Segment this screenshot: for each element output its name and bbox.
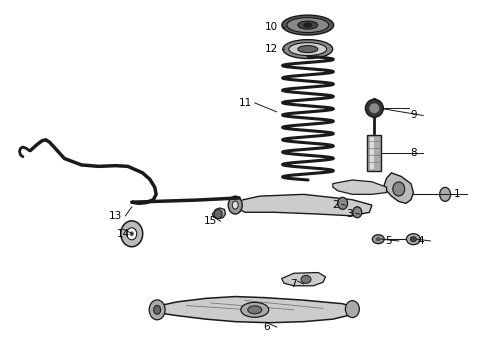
Ellipse shape — [154, 305, 161, 314]
Ellipse shape — [406, 234, 420, 245]
Text: 7: 7 — [291, 279, 297, 289]
Text: 12: 12 — [265, 44, 278, 54]
Polygon shape — [333, 180, 387, 194]
Ellipse shape — [376, 237, 381, 241]
Ellipse shape — [289, 42, 327, 55]
Text: 14: 14 — [116, 229, 129, 239]
Text: 5: 5 — [386, 236, 392, 246]
Ellipse shape — [440, 187, 451, 201]
Ellipse shape — [298, 21, 318, 29]
Text: 4: 4 — [417, 236, 424, 246]
Ellipse shape — [283, 40, 333, 59]
Text: 1: 1 — [454, 189, 461, 199]
Ellipse shape — [130, 231, 134, 236]
Ellipse shape — [214, 210, 222, 219]
Ellipse shape — [298, 46, 318, 53]
Ellipse shape — [393, 182, 405, 196]
Polygon shape — [212, 208, 225, 219]
Ellipse shape — [232, 201, 238, 209]
Bar — [370, 137, 374, 169]
Ellipse shape — [248, 306, 262, 314]
Polygon shape — [235, 194, 372, 216]
Text: 11: 11 — [238, 98, 252, 108]
Ellipse shape — [149, 300, 165, 320]
Ellipse shape — [301, 275, 311, 283]
Ellipse shape — [241, 302, 269, 317]
Text: 9: 9 — [410, 111, 416, 121]
FancyBboxPatch shape — [368, 135, 381, 171]
Ellipse shape — [282, 15, 334, 35]
Polygon shape — [282, 273, 325, 286]
Ellipse shape — [369, 103, 379, 113]
Polygon shape — [152, 297, 357, 323]
Text: 10: 10 — [265, 22, 278, 32]
Ellipse shape — [345, 301, 359, 318]
Text: 8: 8 — [410, 148, 416, 158]
Text: 13: 13 — [109, 211, 122, 221]
Text: 3: 3 — [346, 209, 353, 219]
Text: 6: 6 — [264, 322, 270, 332]
Ellipse shape — [127, 228, 137, 240]
Ellipse shape — [372, 235, 384, 244]
Ellipse shape — [287, 18, 329, 32]
Text: 2: 2 — [332, 200, 339, 210]
Ellipse shape — [353, 207, 362, 218]
Text: 15: 15 — [204, 216, 218, 226]
Ellipse shape — [304, 23, 312, 27]
Ellipse shape — [228, 196, 242, 214]
Ellipse shape — [121, 221, 143, 247]
Ellipse shape — [366, 99, 383, 117]
Ellipse shape — [338, 197, 347, 209]
Ellipse shape — [411, 237, 416, 242]
Polygon shape — [384, 173, 414, 203]
